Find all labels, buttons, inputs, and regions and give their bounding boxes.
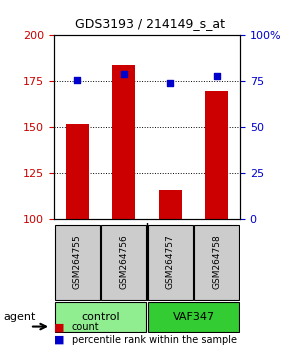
FancyBboxPatch shape	[55, 224, 100, 300]
Text: GSM264758: GSM264758	[212, 235, 221, 289]
Text: GDS3193 / 214149_s_at: GDS3193 / 214149_s_at	[75, 17, 225, 30]
Text: agent: agent	[3, 312, 35, 322]
Text: GSM264757: GSM264757	[166, 235, 175, 289]
Text: count: count	[72, 322, 100, 332]
Text: ■: ■	[54, 335, 64, 345]
FancyBboxPatch shape	[148, 224, 193, 300]
Bar	[159, 190, 182, 219]
Point	[75, 77, 80, 82]
Point	[168, 80, 173, 86]
Text: VAF347: VAF347	[172, 312, 214, 322]
Text: control: control	[81, 312, 120, 322]
Bar	[112, 65, 135, 219]
FancyBboxPatch shape	[194, 224, 239, 300]
Text: GSM264756: GSM264756	[119, 235, 128, 289]
FancyBboxPatch shape	[101, 224, 146, 300]
Text: percentile rank within the sample: percentile rank within the sample	[72, 335, 237, 345]
FancyBboxPatch shape	[148, 302, 239, 332]
Point	[122, 71, 126, 77]
Text: ■: ■	[54, 322, 64, 332]
Point	[214, 73, 219, 79]
FancyBboxPatch shape	[55, 302, 146, 332]
Bar	[66, 124, 89, 219]
Text: GSM264755: GSM264755	[73, 235, 82, 289]
Bar	[205, 91, 228, 219]
